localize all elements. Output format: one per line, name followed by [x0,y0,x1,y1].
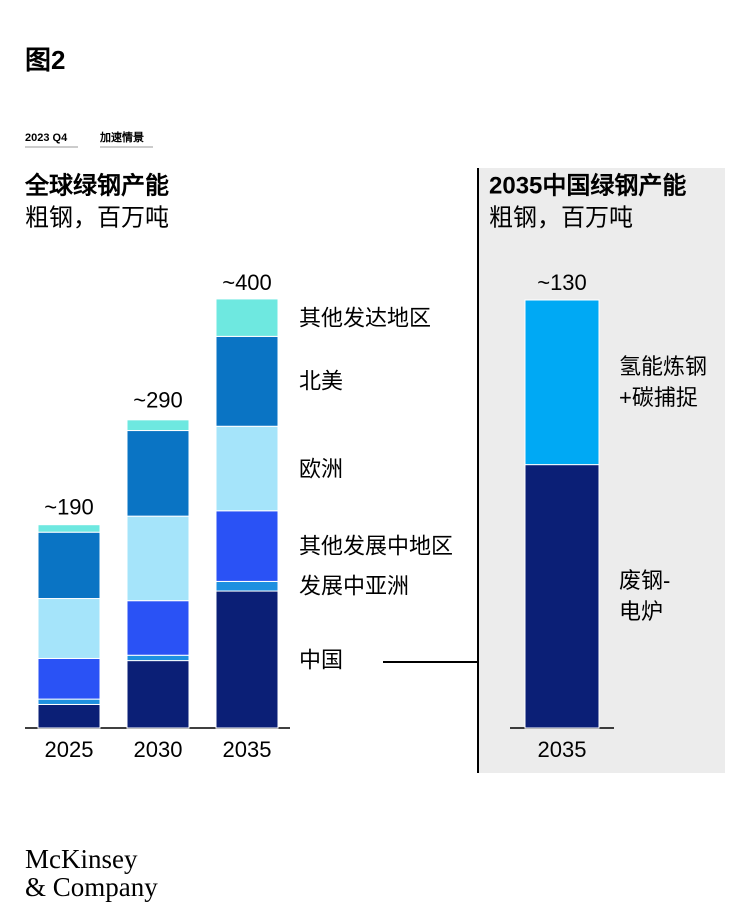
bar-segment [37,531,101,600]
total-label: ~400 [222,270,272,295]
legend-label: 其他发达地区 [299,305,432,331]
bar-segment [126,660,190,729]
bar-segment [215,425,279,512]
bar-segment [215,580,279,592]
chart-title: 2035中国绿钢产能 [489,171,686,199]
bar-segment [37,598,101,659]
legend-label: 发展中亚洲 [299,573,410,599]
bar-segment [215,298,279,337]
x-tick-label: 2035 [538,737,587,762]
figure-label: 图2 [25,45,65,75]
scenario: 加速情景 [99,130,144,144]
chart-subtitle: 粗钢，百万吨 [25,204,169,231]
x-tick-label: 2025 [45,737,94,762]
chart-subtitle: 粗钢，百万吨 [489,204,633,231]
bar-segment [126,515,190,602]
total-label: ~130 [537,270,587,295]
total-label: ~190 [44,495,94,520]
bar-segment [524,464,600,729]
bar-segment [37,524,101,533]
bar-segment [37,703,101,729]
legend-label: 其他发展中地区 [299,533,454,559]
bar-segment [126,419,190,432]
x-tick-label: 2035 [223,737,272,762]
legend-label: 氢能炼钢 +碳捕捉 [619,354,708,411]
bar-segment [126,430,190,517]
legend-label: 欧洲 [299,456,344,482]
bar-segment [37,657,101,700]
legend-label: 中国 [299,647,344,673]
bar-segment [215,590,279,729]
bar-segment [215,335,279,427]
panel-background [478,168,725,773]
logo: & Company [25,872,158,902]
legend-label: 废钢- 电炉 [619,568,671,625]
bar-segment [215,510,279,582]
bar-segment [524,299,600,466]
total-label: ~290 [133,388,183,413]
bar-segment [126,654,190,662]
logo: McKinsey [25,844,138,874]
legend-label: 北美 [299,368,344,394]
x-tick-label: 2030 [134,737,183,762]
bar-segment [126,600,190,656]
date: 2023 Q4 [25,132,68,144]
bar-segment [37,698,101,705]
chart-title: 全球绿钢产能 [24,171,169,199]
